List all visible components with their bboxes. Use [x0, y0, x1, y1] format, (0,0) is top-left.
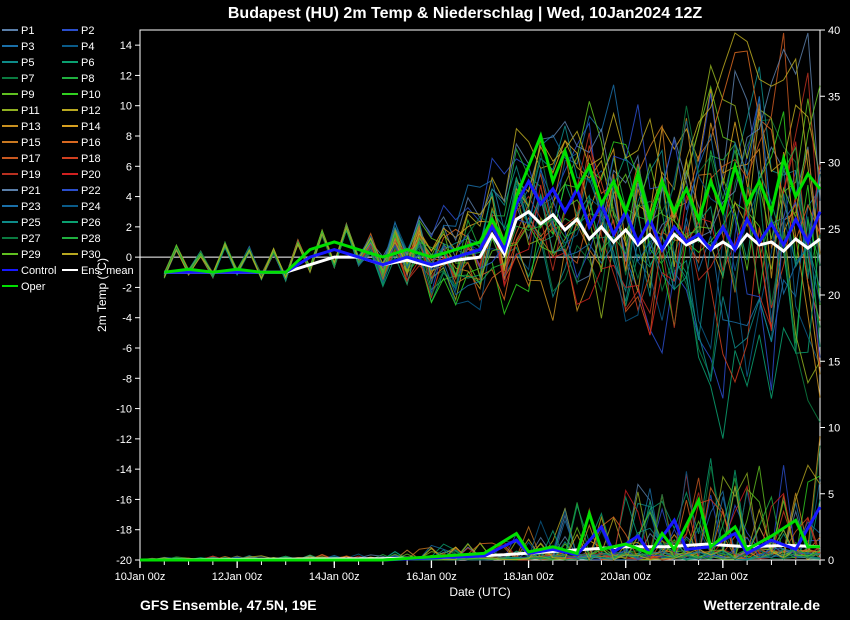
- yl-tick-label: -8: [122, 373, 132, 385]
- x-tick-label: 20Jan 00z: [600, 571, 651, 583]
- yr-tick-label: 40: [828, 25, 840, 37]
- legend-label-Ens. mean: Ens. mean: [81, 265, 134, 277]
- legend-label-P1: P1: [21, 25, 34, 37]
- ensemble-chart: Budapest (HU) 2m Temp & Niederschlag | W…: [0, 0, 850, 620]
- yl-tick-label: -18: [116, 525, 132, 537]
- yl-tick-label: -14: [116, 464, 132, 476]
- footer-right: Wetterzentrale.de: [704, 597, 821, 613]
- yr-tick-label: 20: [828, 290, 840, 302]
- legend-label-P5: P5: [21, 57, 34, 69]
- yl-tick-label: -20: [116, 555, 132, 567]
- yr-tick-label: 10: [828, 423, 840, 435]
- x-tick-label: 18Jan 00z: [503, 571, 554, 583]
- legend-label-P25: P25: [21, 217, 41, 229]
- chart-svg: Budapest (HU) 2m Temp & Niederschlag | W…: [0, 0, 850, 620]
- x-tick-label: 10Jan 00z: [115, 571, 166, 583]
- legend-label-Control: Control: [21, 265, 56, 277]
- legend-label-P8: P8: [81, 73, 94, 85]
- legend-label-P20: P20: [81, 169, 101, 181]
- yl-tick-label: 8: [126, 131, 132, 143]
- yr-tick-label: 30: [828, 158, 840, 170]
- legend-label-Oper: Oper: [21, 281, 46, 293]
- yl-tick-label: -6: [122, 343, 132, 355]
- yr-tick-label: 15: [828, 356, 840, 368]
- legend-label-P6: P6: [81, 57, 94, 69]
- legend-label-P7: P7: [21, 73, 34, 85]
- yr-tick-label: 5: [828, 489, 834, 501]
- legend-label-P21: P21: [21, 185, 41, 197]
- yl-tick-label: -10: [116, 404, 132, 416]
- yl-tick-label: -2: [122, 282, 132, 294]
- yl-tick-label: 14: [120, 40, 132, 52]
- legend-label-P16: P16: [81, 137, 101, 149]
- legend-label-P10: P10: [81, 89, 101, 101]
- legend-label-P11: P11: [21, 105, 40, 117]
- legend-label-P30: P30: [81, 249, 101, 261]
- yl-tick-label: 0: [126, 252, 132, 264]
- yl-tick-label: 10: [120, 101, 132, 113]
- legend-label-P24: P24: [81, 201, 101, 213]
- x-tick-label: 14Jan 00z: [309, 571, 360, 583]
- legend-label-P14: P14: [81, 121, 101, 133]
- yl-tick-label: -4: [122, 313, 132, 325]
- x-axis-label: Date (UTC): [449, 585, 510, 599]
- yl-tick-label: 2: [126, 222, 132, 234]
- yl-tick-label: 6: [126, 161, 132, 173]
- legend-label-P28: P28: [81, 233, 101, 245]
- x-tick-label: 12Jan 00z: [212, 571, 263, 583]
- yr-tick-label: 25: [828, 224, 840, 236]
- legend-label-P15: P15: [21, 137, 41, 149]
- yl-tick-label: 12: [120, 70, 132, 82]
- legend-label-P29: P29: [21, 249, 41, 261]
- yr-tick-label: 0: [828, 555, 834, 567]
- yl-tick-label: -12: [116, 434, 132, 446]
- chart-title: Budapest (HU) 2m Temp & Niederschlag | W…: [228, 5, 702, 22]
- legend-label-P27: P27: [21, 233, 41, 245]
- legend-label-P12: P12: [81, 105, 101, 117]
- legend-label-P23: P23: [21, 201, 41, 213]
- x-tick-label: 22Jan 00z: [697, 571, 748, 583]
- legend-label-P19: P19: [21, 169, 41, 181]
- legend-label-P18: P18: [81, 153, 101, 165]
- legend-label-P4: P4: [81, 41, 94, 53]
- legend-label-P9: P9: [21, 89, 34, 101]
- legend-label-P3: P3: [21, 41, 34, 53]
- legend-label-P26: P26: [81, 217, 101, 229]
- yl-tick-label: 4: [126, 192, 132, 204]
- legend-label-P17: P17: [21, 153, 41, 165]
- legend-label-P22: P22: [81, 185, 101, 197]
- yr-tick-label: 35: [828, 91, 840, 103]
- x-tick-label: 16Jan 00z: [406, 571, 457, 583]
- yl-tick-label: -16: [116, 494, 132, 506]
- legend-label-P13: P13: [21, 121, 41, 133]
- footer-left: GFS Ensemble, 47.5N, 19E: [140, 597, 317, 613]
- legend-label-P2: P2: [81, 25, 94, 37]
